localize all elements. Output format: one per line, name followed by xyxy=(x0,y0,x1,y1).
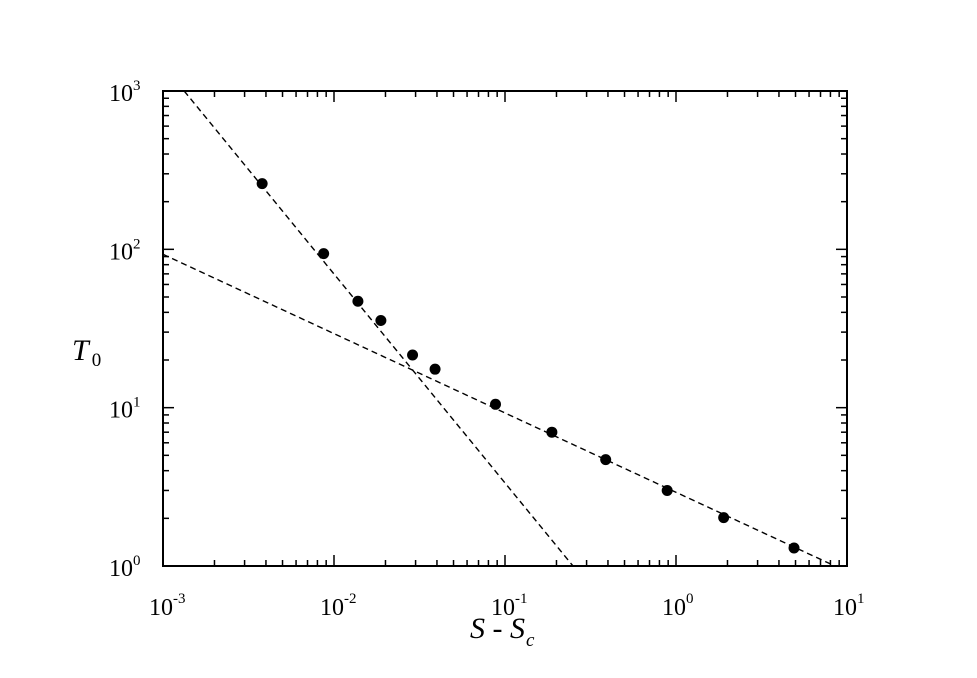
x-tick-labels: 10-3 10-2 10-1 100 101 xyxy=(149,591,865,621)
fit-line-2 xyxy=(162,253,836,567)
x-axis-label-subscript: c xyxy=(526,630,535,651)
data-point xyxy=(352,295,364,307)
fit-lines xyxy=(162,90,836,567)
data-point xyxy=(788,542,800,554)
data-point xyxy=(429,363,441,375)
y-tick-label: 100 xyxy=(109,553,141,582)
data-point xyxy=(407,349,419,361)
y-tick-base: 10 xyxy=(109,239,133,265)
tick-marks xyxy=(162,90,848,567)
x-tick-label: 10-3 xyxy=(149,591,186,621)
data-point xyxy=(318,248,330,260)
data-point xyxy=(546,426,558,438)
plot-frame xyxy=(162,90,848,567)
y-tick-label: 101 xyxy=(109,395,141,424)
data-point xyxy=(375,315,387,327)
fit-line-1 xyxy=(183,90,574,567)
x-tick-exponent: -3 xyxy=(173,591,186,607)
x-tick-base: 10 xyxy=(320,595,344,621)
data-point xyxy=(490,398,502,410)
x-tick-base: 10 xyxy=(833,595,857,621)
x-tick-exponent: -2 xyxy=(344,591,357,607)
y-tick-label: 103 xyxy=(109,78,141,107)
x-axis-label: S - Sc xyxy=(470,612,535,651)
data-point xyxy=(718,512,730,524)
x-tick-label: 10-1 xyxy=(491,591,528,621)
y-axis-label-main: T xyxy=(72,334,91,367)
x-tick-base: 10 xyxy=(491,595,515,621)
y-tick-base: 10 xyxy=(109,398,133,424)
x-tick-label: 10-2 xyxy=(320,591,357,621)
x-tick-base: 10 xyxy=(149,595,173,621)
x-tick-exponent: -1 xyxy=(515,591,528,607)
y-tick-exponent: 0 xyxy=(133,553,141,569)
y-tick-exponent: 2 xyxy=(133,236,141,252)
y-tick-base: 10 xyxy=(109,81,133,107)
x-tick-exponent: 1 xyxy=(857,591,865,607)
y-tick-label: 102 xyxy=(109,236,141,265)
data-point xyxy=(661,484,673,496)
y-tick-base: 10 xyxy=(109,556,133,582)
x-axis-label-separator: - xyxy=(485,612,510,645)
x-tick-exponent: 0 xyxy=(686,591,694,607)
y-axis-label-subscript: 0 xyxy=(92,350,102,371)
x-axis-label-main: S xyxy=(470,612,485,645)
x-axis-label-second: S xyxy=(510,612,525,645)
y-tick-exponent: 3 xyxy=(133,78,141,94)
x-tick-label: 101 xyxy=(833,591,865,621)
x-tick-base: 10 xyxy=(662,595,686,621)
x-tick-label: 100 xyxy=(662,591,694,621)
data-point xyxy=(600,454,612,466)
y-tick-exponent: 1 xyxy=(133,395,141,411)
data-point xyxy=(256,178,268,190)
data-points xyxy=(256,178,800,554)
